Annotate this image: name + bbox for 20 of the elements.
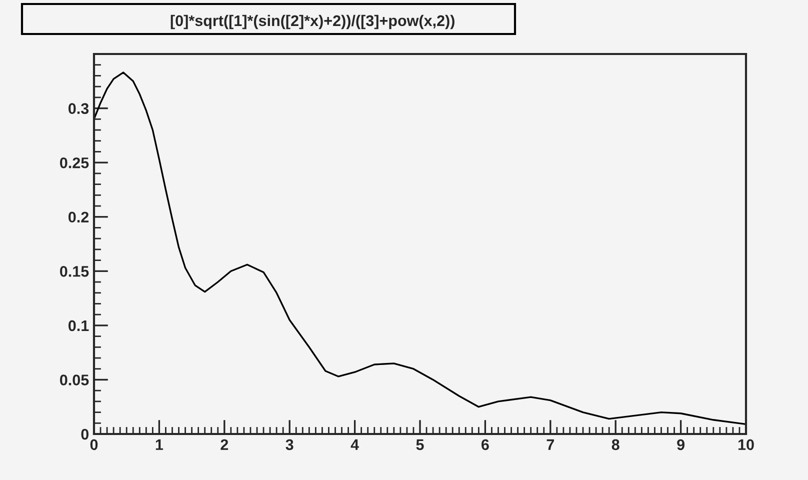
y-tick-label: 0.3 bbox=[68, 103, 89, 114]
y-tick-label: 0.1 bbox=[68, 320, 89, 332]
line-series bbox=[94, 72, 746, 426]
x-tick-label: 5 bbox=[416, 439, 424, 450]
x-tick-label: 2 bbox=[220, 439, 228, 450]
x-tick-label: 7 bbox=[546, 439, 554, 450]
x-tick-label: 9 bbox=[677, 439, 684, 450]
y-tick-label: 0 bbox=[81, 428, 89, 440]
x-tick-label: 6 bbox=[482, 439, 489, 450]
x-tick-label: 3 bbox=[286, 439, 294, 450]
y-tick-label: 0.05 bbox=[60, 374, 89, 386]
x-tick-label: 4 bbox=[350, 439, 359, 450]
x-tick-label: 8 bbox=[612, 439, 620, 450]
x-tick-label: 10 bbox=[738, 439, 754, 450]
x-tick-label: 1 bbox=[156, 439, 164, 450]
x-tick-label: 0 bbox=[90, 439, 98, 450]
y-tick-label: 0.25 bbox=[60, 157, 89, 168]
y-tick-label: 0.2 bbox=[68, 212, 89, 223]
chart-title: [0]*sqrt([1]*(sin([2]*x)+2))/([3]+pow(x,2)) bbox=[170, 14, 454, 30]
y-tick-label: 0.15 bbox=[60, 266, 89, 277]
